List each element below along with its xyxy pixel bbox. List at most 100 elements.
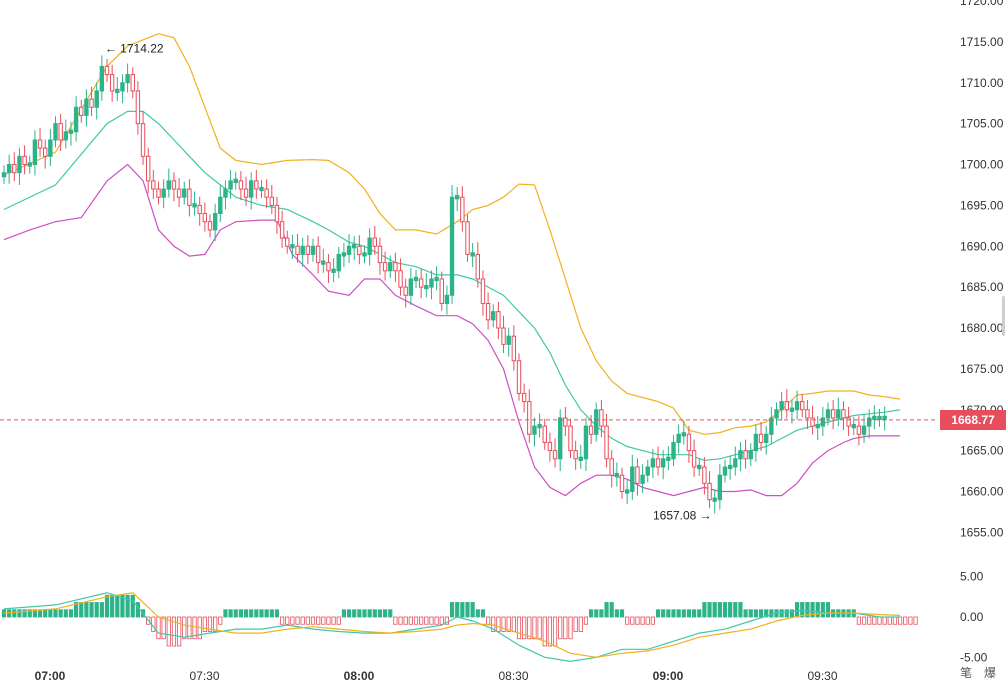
candle-body: [758, 433, 764, 443]
macd-histogram-bar: [346, 609, 352, 618]
candle-body: [109, 74, 115, 92]
x-tick-label: 09:00: [653, 669, 684, 681]
candle-body: [635, 466, 640, 484]
candle-body: [769, 417, 774, 435]
candle-body: [722, 466, 728, 476]
candle-body: [197, 204, 202, 215]
candle-body: [516, 360, 522, 394]
macd-histogram-bar: [635, 616, 640, 625]
corner-tool-icons[interactable]: 笔 爆: [960, 666, 1000, 680]
candle-body: [733, 458, 738, 468]
macd-histogram-bar: [310, 616, 316, 625]
macd-histogram-bar: [22, 609, 27, 618]
macd-histogram-bar: [187, 616, 192, 640]
macd-histogram-bar: [702, 602, 707, 618]
candle-body: [470, 252, 475, 257]
macd-histogram-bar: [393, 616, 398, 625]
candle-body: [738, 450, 743, 460]
candle-body: [331, 268, 336, 273]
macd-y-tick-label: -5.00: [960, 650, 988, 664]
macd-histogram-bar: [316, 616, 321, 625]
candle-body: [295, 245, 300, 255]
macd-histogram-bar: [707, 602, 712, 618]
macd-histogram-bar: [429, 616, 434, 625]
macd-histogram-bar: [295, 616, 300, 625]
candle-body: [429, 278, 434, 288]
x-tick-label: 09:30: [807, 669, 837, 681]
candle-body: [594, 409, 599, 435]
macd-histogram-bar: [382, 609, 388, 618]
candle-body: [223, 188, 228, 198]
candle-body: [650, 458, 656, 468]
macd-histogram-bar: [207, 616, 213, 632]
macd-histogram-bar: [666, 609, 671, 618]
y-tick-label: 1690.00: [960, 239, 1004, 253]
macd-histogram-bar: [861, 616, 867, 625]
candle-body: [27, 162, 32, 167]
macd-histogram-bar: [748, 609, 753, 618]
candle-body: [398, 270, 403, 288]
macd-histogram-bar: [336, 616, 341, 625]
macd-histogram-bar: [867, 616, 872, 625]
candle-body: [310, 245, 316, 255]
candle-body: [285, 237, 290, 247]
macd-histogram-bar: [362, 609, 367, 618]
macd-histogram-bar: [48, 609, 53, 618]
y-tick-label: 1655.00: [960, 525, 1004, 539]
candle-body: [53, 123, 58, 141]
macd-histogram-bar: [655, 609, 661, 618]
macd-histogram-bar: [892, 616, 898, 625]
x-tick-label: 07:30: [189, 669, 219, 681]
macd-histogram-bar: [27, 609, 32, 618]
macd-histogram-bar: [357, 609, 362, 618]
candle-body: [784, 401, 789, 411]
macd-histogram-bar: [784, 609, 789, 618]
macd-histogram-bar: [161, 616, 166, 640]
macd-histogram-bar: [645, 616, 650, 625]
macd-histogram-bar: [243, 609, 249, 618]
macd-histogram-bar: [120, 594, 125, 618]
candle-body: [800, 401, 805, 411]
macd-histogram-bar: [604, 602, 609, 618]
macd-histogram-bar: [213, 616, 218, 632]
candle-body: [810, 417, 815, 427]
y-tick-label: 1715.00: [960, 35, 1004, 49]
macd-histogram-bar: [697, 609, 702, 618]
candle-body: [326, 262, 331, 272]
macd-histogram-bar: [558, 616, 563, 640]
macd-histogram-bar: [877, 616, 882, 625]
candle-body: [424, 284, 429, 290]
candle-body: [501, 327, 506, 345]
macd-histogram-bar: [583, 616, 589, 625]
macd-histogram-bar: [594, 609, 599, 618]
y-tick-label: 1700.00: [960, 158, 1004, 172]
macd-y-tick-label: 0.00: [960, 610, 984, 624]
price-scale-scrollbar[interactable]: [1002, 296, 1005, 336]
macd-histogram-bar: [743, 609, 748, 618]
candle-body: [624, 489, 630, 494]
macd-histogram-bar: [130, 594, 135, 618]
macd-histogram-bar: [491, 616, 496, 632]
macd-histogram-bar: [176, 616, 182, 647]
candle-body: [563, 417, 568, 427]
macd-histogram-bar: [589, 609, 594, 618]
macd-dif-line: [3, 592, 901, 663]
macd-histogram-bar: [630, 616, 635, 625]
candle-body: [836, 409, 841, 419]
candle-body: [753, 433, 759, 452]
y-tick-label: 1695.00: [960, 198, 1004, 212]
macd-histogram-bar: [79, 602, 84, 618]
macd-histogram-bar: [125, 594, 130, 618]
candle-body: [393, 262, 398, 272]
candle-body: [192, 203, 197, 208]
candle-body: [84, 98, 89, 116]
bollinger-lower-line: [3, 163, 901, 497]
candle-body: [89, 98, 94, 108]
macd-histogram-bar: [403, 616, 408, 625]
candle-body: [17, 155, 22, 174]
candle-body: [640, 474, 645, 484]
macd-histogram-bar: [449, 602, 455, 618]
macd-histogram-bar: [815, 602, 820, 618]
